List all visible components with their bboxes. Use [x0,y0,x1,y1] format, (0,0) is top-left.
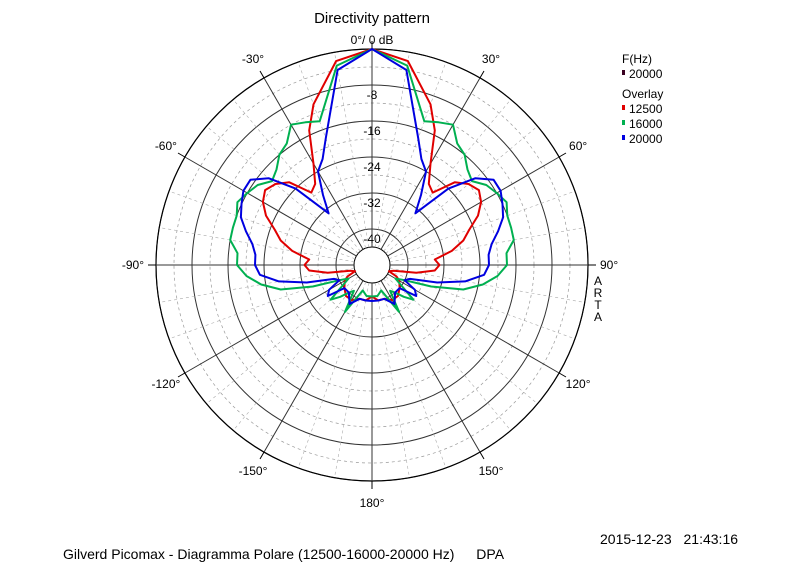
angle-tick-label: -150° [239,464,268,478]
series-layer [229,48,515,313]
legend-swatch [622,105,625,110]
legend-header: F(Hz) [622,52,652,66]
spoke-minor [232,99,361,252]
legend-label: 12500 [629,102,663,116]
angle-tick-label: 60° [569,139,587,153]
spoke-tick [177,372,186,378]
chart-title: Directivity pattern [314,10,430,27]
angle-tick-label: -30° [242,52,264,66]
spoke-major [184,273,357,374]
radial-tick-label: -16 [363,124,381,138]
spoke-minor [159,227,355,263]
spoke-tick [558,152,567,158]
spoke-minor [385,125,538,254]
angle-tick-label: -90° [122,258,144,272]
spoke-major [387,273,560,374]
spoke-tick [259,70,265,79]
reference-label: 0°/ 0 dB [351,33,394,47]
series-line-16000 [229,48,515,313]
legend-label: 20000 [629,132,663,146]
side-letter: T [594,298,602,312]
spoke-minor [206,276,359,405]
caption-text: Gilverd Picomax - Diagramma Polare (1250… [63,546,455,562]
angle-tick-label: 120° [566,377,591,391]
spoke-major [387,156,560,257]
spoke-minor [206,125,359,254]
spoke-minor [374,52,410,248]
angle-tick-label: 90° [600,258,618,272]
angle-tick-label: 30° [482,52,500,66]
spoke-tick [479,70,485,79]
spoke-tick [177,152,186,158]
side-letter: R [594,286,603,300]
spoke-minor [383,99,512,252]
spoke-minor [383,278,512,431]
radial-tick-label: -32 [363,196,381,210]
date-text: 2015-12-23 [600,531,672,547]
series-line-20000 [239,48,505,305]
spoke-minor [232,278,361,431]
spoke-tick [259,451,265,460]
legend-main-label: 20000 [629,67,663,81]
footer-timestamp: 2015-12-23 21:43:16 [600,531,738,547]
spoke-tick [558,372,567,378]
side-letter: A [594,274,602,288]
angle-tick-label: -120° [151,377,180,391]
spoke-minor [374,282,410,478]
spoke-minor [334,52,370,248]
legend-swatch [622,120,625,125]
side-letter: A [594,310,602,324]
spoke-tick [479,451,485,460]
legend-main-swatch [622,70,625,75]
angle-tick-label: 150° [479,464,504,478]
spoke-major [184,156,357,257]
spoke-minor [389,227,585,263]
radial-tick-label: -24 [363,160,381,174]
inner-ring [353,246,391,284]
legend-label: 16000 [629,117,663,131]
legend-swatch [622,135,625,140]
time-text: 21:43:16 [683,531,739,547]
spoke-minor [385,276,538,405]
polar-labels: 0°/ 0 dB -8 -16 -24 -32 -40 -30° 30° -60° 60° -90… [122,33,619,510]
polar-grid [148,41,596,489]
spoke-minor [334,282,370,478]
angle-tick-label: -60° [155,139,177,153]
radial-tick-label: -8 [367,88,378,102]
footer-caption: Gilverd Picomax - Diagramma Polare (1250… [63,546,504,562]
brand-text: DPA [476,546,505,562]
angle-tick-label: 180° [360,496,385,510]
radial-tick-label: -40 [363,232,381,246]
legend-overlay-header: Overlay [622,87,663,101]
